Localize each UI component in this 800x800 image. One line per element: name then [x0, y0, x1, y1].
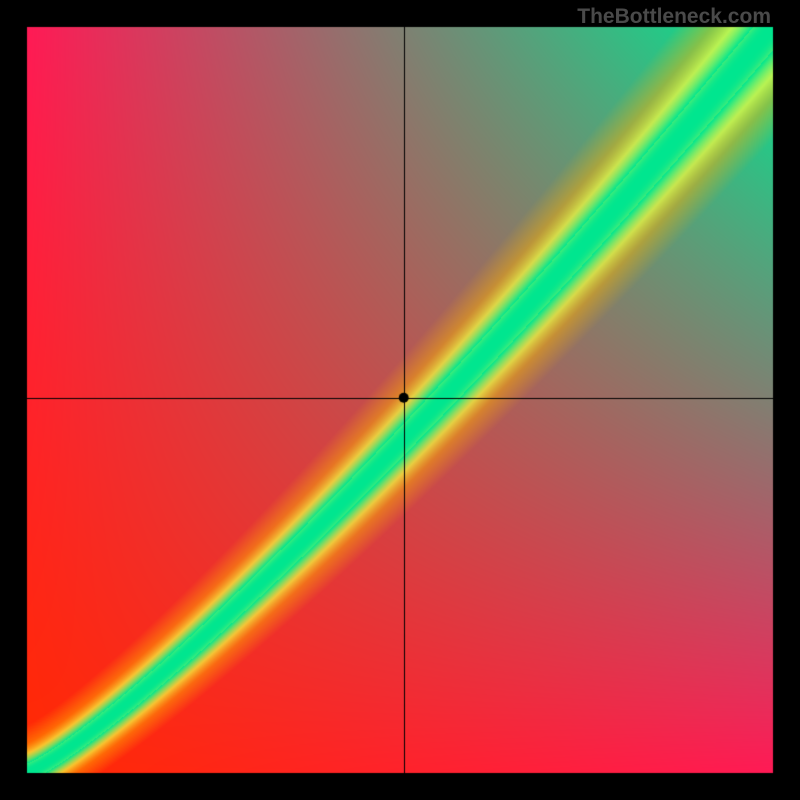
bottleneck-heatmap: [0, 0, 800, 800]
watermark-text: TheBottleneck.com: [577, 5, 771, 29]
